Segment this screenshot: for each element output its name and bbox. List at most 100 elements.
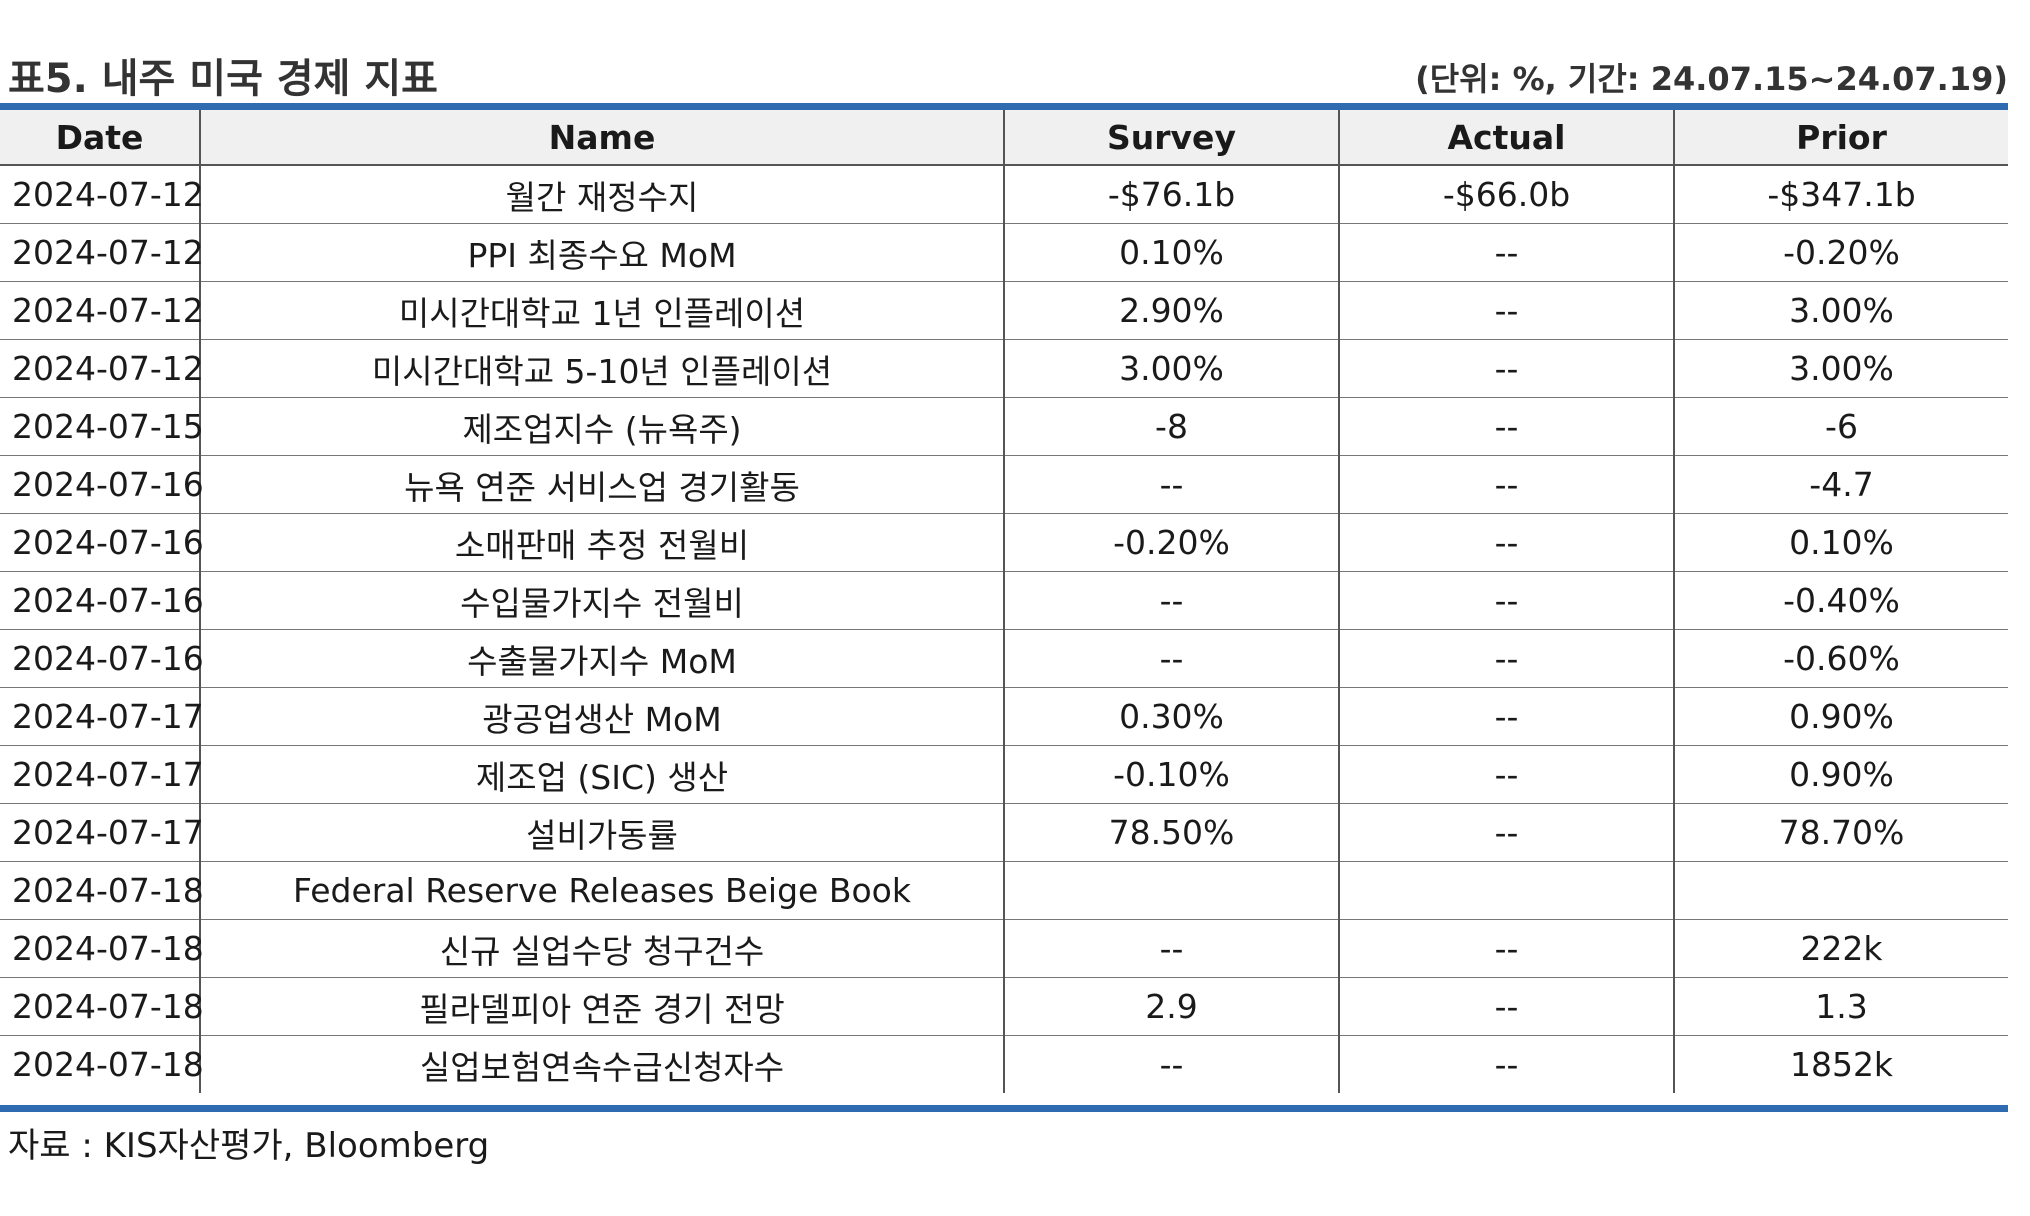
survey-cell: --: [1003, 629, 1339, 688]
table-row: 2024-07-16 수출물가지수 MoM -- -- -0.60%: [0, 629, 2008, 688]
actual-cell: --: [1338, 919, 1674, 978]
table-header-row: Date Name Survey Actual Prior: [0, 110, 2008, 166]
table-row: 2024-07-17 설비가동률 78.50% -- 78.70%: [0, 803, 2008, 862]
survey-cell: --: [1003, 455, 1339, 514]
date-cell: 2024-07-15: [0, 397, 204, 456]
column-header-date: Date: [0, 110, 200, 166]
date-cell: 2024-07-18: [0, 919, 204, 978]
date-cell: 2024-07-16: [0, 629, 204, 688]
prior-cell: 0.90%: [1673, 687, 2008, 746]
prior-cell: -0.20%: [1673, 223, 2008, 282]
name-cell: 설비가동률: [199, 803, 1004, 862]
name-cell: 필라델피아 연준 경기 전망: [199, 977, 1004, 1036]
table-row: 2024-07-18 필라델피아 연준 경기 전망 2.9 -- 1.3: [0, 977, 2008, 1036]
survey-cell: --: [1003, 919, 1339, 978]
name-cell: 신규 실업수당 청구건수: [199, 919, 1004, 978]
table-row: 2024-07-17 제조업 (SIC) 생산 -0.10% -- 0.90%: [0, 745, 2008, 804]
actual-cell: --: [1338, 977, 1674, 1036]
table-row: 2024-07-18 Federal Reserve Releases Beige…: [0, 861, 2008, 920]
source-note: 자료 : KIS자산평가, Bloomberg: [8, 1126, 490, 1166]
table-row: 2024-07-16 수입물가지수 전월비 -- -- -0.40%: [0, 571, 2008, 630]
bottom-rule: [0, 1105, 2008, 1112]
actual-cell: --: [1338, 223, 1674, 282]
name-cell: 제조업 (SIC) 생산: [199, 745, 1004, 804]
prior-cell: 3.00%: [1673, 281, 2008, 340]
table-row: 2024-07-16 뉴욕 연준 서비스업 경기활동 -- -- -4.7: [0, 455, 2008, 514]
column-header-name: Name: [199, 110, 1004, 166]
date-cell: 2024-07-12: [0, 223, 204, 282]
actual-cell: --: [1338, 687, 1674, 746]
name-cell: 월간 재정수지: [199, 165, 1004, 224]
name-cell: 소매판매 추정 전월비: [199, 513, 1004, 572]
name-cell: PPI 최종수요 MoM: [199, 223, 1004, 282]
table-row: 2024-07-12 미시간대학교 5-10년 인플레이션 3.00% -- 3.00%: [0, 339, 2008, 398]
name-cell: 광공업생산 MoM: [199, 687, 1004, 746]
prior-cell: -6: [1673, 397, 2008, 456]
date-cell: 2024-07-17: [0, 803, 204, 862]
column-header-survey: Survey: [1003, 110, 1339, 166]
prior-cell: 1852k: [1673, 1035, 2008, 1093]
table-row: 2024-07-18 실업보험연속수급신청자수 -- -- 1852k: [0, 1035, 2008, 1093]
date-cell: 2024-07-18: [0, 977, 204, 1036]
actual-cell: --: [1338, 571, 1674, 630]
name-cell: 수출물가지수 MoM: [199, 629, 1004, 688]
table-row: 2024-07-12 PPI 최종수요 MoM 0.10% -- -0.20%: [0, 223, 2008, 282]
table-title: 표5. 내주 미국 경제 지표: [8, 56, 438, 102]
date-cell: 2024-07-17: [0, 745, 204, 804]
prior-cell: -0.60%: [1673, 629, 2008, 688]
title-row: 표5. 내주 미국 경제 지표 (단위: %, 기간: 24.07.15~24.…: [8, 40, 2008, 102]
actual-cell: -$66.0b: [1338, 165, 1674, 224]
actual-cell: --: [1338, 629, 1674, 688]
name-cell: 제조업지수 (뉴욕주): [199, 397, 1004, 456]
name-cell: Federal Reserve Releases Beige Book: [199, 861, 1004, 920]
survey-cell: -$76.1b: [1003, 165, 1339, 224]
survey-cell: 3.00%: [1003, 339, 1339, 398]
name-cell: 수입물가지수 전월비: [199, 571, 1004, 630]
date-cell: 2024-07-12: [0, 281, 204, 340]
actual-cell: --: [1338, 339, 1674, 398]
actual-cell: --: [1338, 803, 1674, 862]
table-body: 2024-07-12 월간 재정수지 -$76.1b -$66.0b -$347.1b 2…: [0, 165, 2008, 1093]
date-cell: 2024-07-16: [0, 513, 204, 572]
actual-cell: --: [1338, 397, 1674, 456]
survey-cell: -8: [1003, 397, 1339, 456]
prior-cell: -0.40%: [1673, 571, 2008, 630]
column-header-actual: Actual: [1338, 110, 1674, 166]
actual-cell: --: [1338, 1035, 1674, 1093]
prior-cell: [1673, 861, 2008, 920]
table-row: 2024-07-18 신규 실업수당 청구건수 -- -- 222k: [0, 919, 2008, 978]
table-row: 2024-07-15 제조업지수 (뉴욕주) -8 -- -6: [0, 397, 2008, 456]
date-cell: 2024-07-18: [0, 861, 204, 920]
survey-cell: 2.90%: [1003, 281, 1339, 340]
survey-cell: 78.50%: [1003, 803, 1339, 862]
survey-cell: 2.9: [1003, 977, 1339, 1036]
survey-cell: -0.20%: [1003, 513, 1339, 572]
date-cell: 2024-07-12: [0, 165, 204, 224]
economic-indicators-table: Date Name Survey Actual Prior 2024-07-12…: [0, 110, 2008, 1093]
actual-cell: --: [1338, 281, 1674, 340]
survey-cell: -0.10%: [1003, 745, 1339, 804]
actual-cell: --: [1338, 745, 1674, 804]
actual-cell: [1338, 861, 1674, 920]
survey-cell: 0.30%: [1003, 687, 1339, 746]
survey-cell: 0.10%: [1003, 223, 1339, 282]
table-row: 2024-07-12 월간 재정수지 -$76.1b -$66.0b -$347.1b: [0, 165, 2008, 224]
unit-period-note: (단위: %, 기간: 24.07.15~24.07.19): [1415, 60, 2008, 98]
prior-cell: 1.3: [1673, 977, 2008, 1036]
prior-cell: -4.7: [1673, 455, 2008, 514]
survey-cell: --: [1003, 1035, 1339, 1093]
prior-cell: 0.10%: [1673, 513, 2008, 572]
date-cell: 2024-07-17: [0, 687, 204, 746]
survey-cell: --: [1003, 571, 1339, 630]
prior-cell: 3.00%: [1673, 339, 2008, 398]
actual-cell: --: [1338, 513, 1674, 572]
column-header-prior: Prior: [1673, 110, 2008, 166]
actual-cell: --: [1338, 455, 1674, 514]
prior-cell: 0.90%: [1673, 745, 2008, 804]
survey-cell: [1003, 861, 1339, 920]
table-row: 2024-07-12 미시간대학교 1년 인플레이션 2.90% -- 3.00%: [0, 281, 2008, 340]
prior-cell: 78.70%: [1673, 803, 2008, 862]
name-cell: 미시간대학교 5-10년 인플레이션: [199, 339, 1004, 398]
name-cell: 미시간대학교 1년 인플레이션: [199, 281, 1004, 340]
prior-cell: -$347.1b: [1673, 165, 2008, 224]
